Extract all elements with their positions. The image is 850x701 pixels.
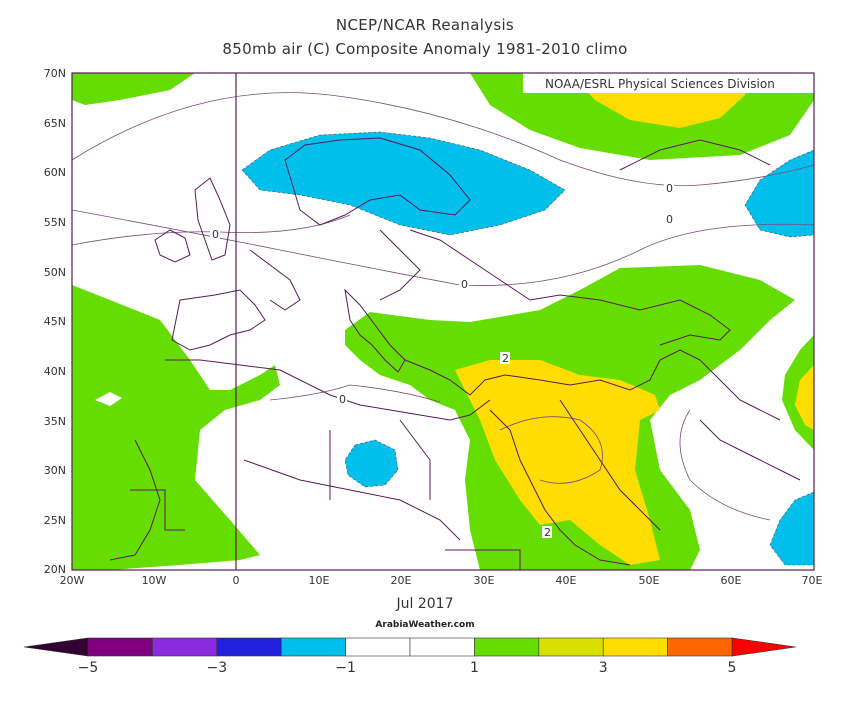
- anomaly-region-cyan: [241, 131, 566, 236]
- lon-label: 0: [233, 574, 240, 587]
- contour-label: 0: [339, 393, 346, 406]
- colorbar-swatch: [538, 637, 604, 657]
- colorbar-tick-label: 5: [728, 660, 737, 676]
- lat-label: 60N: [44, 166, 66, 179]
- lat-label: 40N: [44, 365, 66, 378]
- anomaly-region-cyan: [744, 149, 814, 238]
- lon-label: 60E: [721, 574, 742, 587]
- colorbar-right-arrow: [731, 637, 797, 657]
- anomaly-region-cyan: [344, 439, 399, 488]
- contour-label: 0: [666, 182, 673, 195]
- contour-label: 0: [666, 213, 673, 226]
- lat-label: 20N: [44, 563, 66, 576]
- credit-box: [523, 73, 814, 93]
- contour-label: 0: [461, 278, 468, 291]
- lat-label: 45N: [44, 315, 66, 328]
- lon-label: 40E: [556, 574, 577, 587]
- lat-label: 55N: [44, 216, 66, 229]
- lon-label: 10E: [309, 574, 330, 587]
- lat-label: 35N: [44, 415, 66, 428]
- colorbar-swatch: [216, 637, 282, 657]
- colorbar-swatch: [87, 637, 153, 657]
- anomaly-region-green: [72, 73, 195, 105]
- colorbar: −5 −3 −1 1 3 5: [23, 637, 797, 676]
- colorbar-swatch: [602, 637, 668, 657]
- lat-label: 65N: [44, 117, 66, 130]
- colorbar-tick-label: 1: [470, 660, 479, 676]
- colorbar-swatch: [152, 637, 218, 657]
- anomaly-region-yellow: [455, 360, 660, 565]
- lon-axis: 20W 10W 0 10E 20E 30E 40E 50E 60E 70E: [60, 574, 823, 587]
- anomaly-region-cyan: [769, 491, 814, 566]
- map-frame: [71, 72, 815, 571]
- anomaly-region-white: [95, 392, 122, 406]
- contour-label: 2: [544, 526, 551, 539]
- anomaly-region-yellow: [795, 365, 814, 430]
- colorbar-tick-label: −1: [335, 660, 356, 676]
- contour-label-group: 0 0 0 0 0 2 2: [210, 182, 674, 539]
- map-field: NOAA/ESRL Physical Sciences Division 0 0…: [72, 73, 814, 570]
- lon-label: 50E: [639, 574, 660, 587]
- colorbar-ticks: −5 −3 −1 1 3 5: [78, 660, 737, 676]
- colorbar-tick-label: −3: [206, 660, 227, 676]
- colorbar-swatch: [409, 637, 475, 657]
- lat-label: 25N: [44, 514, 66, 527]
- lat-axis: 70N 65N 60N 55N 50N 45N 40N 35N 30N 25N …: [44, 67, 66, 576]
- contour-label: 2: [502, 352, 509, 365]
- map-date: Jul 2017: [396, 596, 454, 612]
- anomaly-region-green: [72, 285, 280, 570]
- map-title: NCEP/NCAR Reanalysis: [335, 16, 515, 34]
- colorbar-swatch: [280, 637, 346, 657]
- colorbar-swatches: [87, 637, 733, 657]
- lat-label: 50N: [44, 266, 66, 279]
- lat-label: 30N: [44, 464, 66, 477]
- credit-text: NOAA/ESRL Physical Sciences Division: [545, 77, 775, 91]
- colorbar-swatch: [667, 637, 733, 657]
- site-credit: ArabiaWeather.com: [375, 620, 475, 630]
- colorbar-tick-label: 3: [599, 660, 608, 676]
- lon-label: 20W: [60, 574, 85, 587]
- lon-label: 70E: [802, 574, 823, 587]
- colorbar-tick-label: −5: [78, 660, 99, 676]
- colorbar-swatch: [474, 637, 540, 657]
- coastlines: [109, 137, 801, 570]
- lon-label: 20E: [391, 574, 412, 587]
- lon-label: 30E: [474, 574, 495, 587]
- lat-label: 70N: [44, 67, 66, 80]
- colorbar-swatch: [345, 637, 411, 657]
- colorbar-left-arrow: [23, 637, 89, 657]
- map-subtitle: 850mb air (C) Composite Anomaly 1981-201…: [222, 40, 628, 58]
- contour-label: 0: [212, 228, 219, 241]
- lon-label: 10W: [142, 574, 167, 587]
